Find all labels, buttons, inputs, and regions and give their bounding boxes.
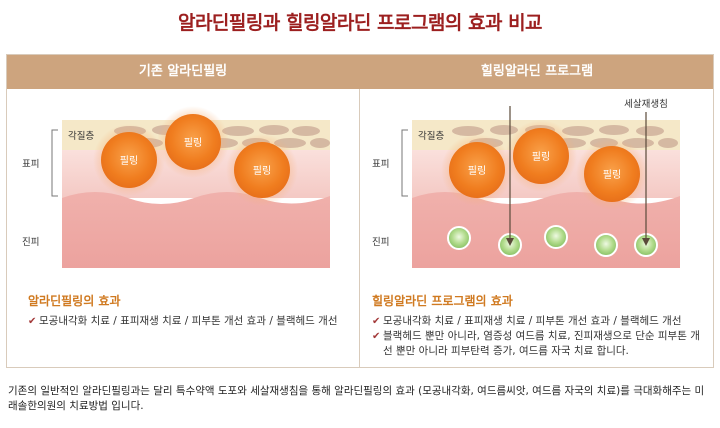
right-epidermis-bracket [401,129,408,197]
right-skin-panel: 필링 필링 필링 세살재생침 각질층 표피 진피 [372,99,680,268]
left-peel-label-2: 필링 [184,137,202,149]
right-peel-label-2: 필링 [532,151,550,163]
right-effect-text-1: 모공내각화 치료 / 표피재생 치료 / 피부톤 개선 효과 / 블랙헤드 개선 [383,315,682,327]
right-regen-orb-4 [594,233,618,257]
header-left-label: 기존 알라딘필링 [138,64,228,79]
left-dermis-layer [62,192,330,268]
left-skin-panel: 필링 필링 필링 각질층 표피 진피 [22,106,330,268]
right-dermis-label: 진피 [372,237,389,248]
check-icon: ✔ [28,316,37,327]
page-title: 알라딘필링과 힐링알라딘 프로그램의 효과 비교 [177,12,543,34]
left-effects: 알라딘필링의 효과 ✔ 모공내각화 치료 / 표피재생 치료 / 피부톤 개선 … [28,292,348,329]
left-peel-orb-1 [101,132,157,188]
column-divider [359,89,360,367]
check-icon: ✔ [372,316,381,327]
right-effect-item: ✔ 모공내각화 치료 / 표피재생 치료 / 피부톤 개선 효과 / 블랙헤드 … [372,314,702,329]
left-stratum-label: 각질층 [68,130,94,142]
right-needle-arrow-2-icon [642,238,650,246]
right-peel-label-3: 필링 [603,169,621,181]
right-peel-label-1: 필링 [468,165,486,177]
right-stratum-label: 각질층 [418,130,444,142]
left-epidermis-bracket [51,129,58,197]
right-needle-arrow-1-icon [506,238,514,246]
left-peel-orb-2 [165,114,221,170]
right-peel-orb-3 [584,146,640,202]
left-peel-orb-3 [234,142,290,198]
left-effect-item: ✔ 모공내각화 치료 / 표피재생 치료 / 피부톤 개선 효과 / 블랙헤드 … [28,314,348,329]
left-peel-label-3: 필링 [253,165,271,177]
cell-regen-needle-label: 세살재생침 [624,99,668,110]
comparison-frame: 기존 알라딘필링 힐링알라딘 프로그램 [6,54,714,368]
left-effects-heading: 알라딘필링의 효과 [28,294,121,308]
right-peel-orb-1 [449,142,505,198]
header-right-label: 힐링알라딘 프로그램 [480,64,594,79]
right-effect-item: ✔ 블랙헤드 뿐만 아니라, 염증성 여드름 치료, 진피재생으로 단순 피부톤… [372,329,702,359]
comparison-header: 기존 알라딘필링 힐링알라딘 프로그램 [7,55,713,89]
left-effect-text: 모공내각화 치료 / 표피재생 치료 / 피부톤 개선 효과 / 블랙헤드 개선 [39,315,338,327]
right-regen-orb-3 [544,225,568,249]
right-epidermis-label: 표피 [372,159,389,170]
left-dermis-label: 진피 [22,237,39,248]
check-icon: ✔ [372,331,381,342]
left-peel-label-1: 필링 [120,155,138,167]
left-epidermis-label: 표피 [22,159,39,170]
right-regen-orb-1 [447,226,471,250]
footer-description: 기존의 일반적인 알라딘필링과는 달리 특수약액 도포와 세살재생침을 통해 알… [8,385,705,412]
right-effects-heading: 힐링알라딘 프로그램의 효과 [372,294,513,308]
right-effect-text-2: 블랙헤드 뿐만 아니라, 염증성 여드름 치료, 진피재생으로 단순 피부톤 개… [383,330,700,357]
right-effects: 힐링알라딘 프로그램의 효과 ✔ 모공내각화 치료 / 표피재생 치료 / 피부… [372,292,702,359]
right-peel-orb-2 [513,128,569,184]
